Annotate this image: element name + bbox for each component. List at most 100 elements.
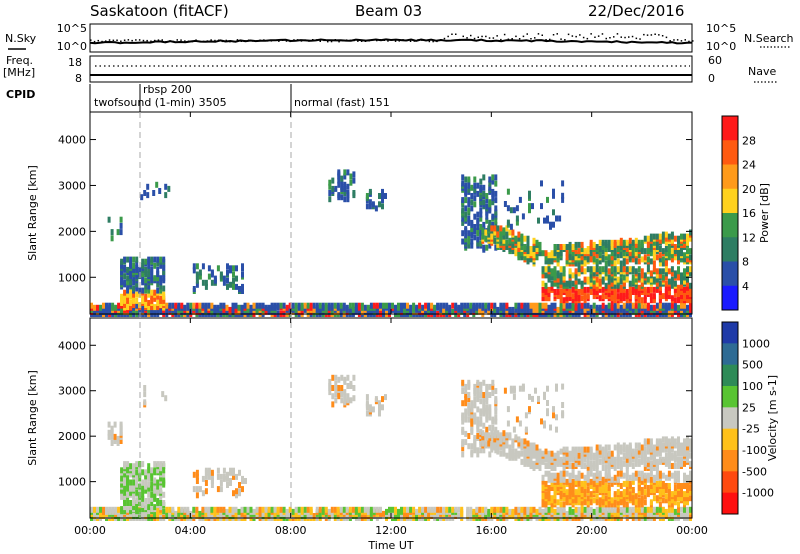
heatmap-cell [577, 278, 581, 285]
heatmap-cell [141, 287, 145, 294]
heatmap-cell [634, 470, 638, 477]
heatmap-cell [683, 460, 686, 467]
heatmap-cell [473, 383, 477, 390]
nsearch-dot [503, 33, 506, 36]
heatmap-cell [229, 281, 232, 288]
heatmap-cell [649, 460, 653, 467]
nsearch-dot [421, 39, 423, 41]
nsearch-dot [300, 40, 303, 42]
heatmap-cell [511, 241, 515, 248]
heatmap-cell [628, 237, 632, 244]
heatmap-cell [683, 476, 686, 483]
heatmap-cell [144, 477, 148, 484]
heatmap-cell [494, 221, 498, 228]
heatmap-cell [232, 277, 235, 284]
heatmap-cell [604, 274, 608, 281]
heatmap-cell [664, 497, 668, 504]
heatmap-cell [571, 302, 575, 309]
heatmap-cell [677, 235, 680, 242]
heatmap-cell [110, 440, 114, 446]
heatmap-cell [135, 297, 139, 304]
heatmap-cell [637, 244, 641, 250]
heatmap-cell [592, 293, 596, 300]
heatmap-cell [119, 438, 123, 444]
heatmap-cell [433, 513, 437, 519]
heatmap-cell [634, 506, 638, 513]
heatmap-cell [547, 476, 551, 483]
heatmap-cell [553, 248, 557, 255]
heatmap-cell [640, 495, 644, 502]
heatmap-cell [461, 238, 465, 245]
heatmap-cell [241, 271, 244, 278]
heatmap-cell [532, 460, 536, 467]
heatmap-cell [93, 304, 96, 311]
heatmap-cell [309, 506, 313, 513]
heatmap-cell [126, 256, 130, 263]
heatmap-cell [592, 289, 596, 295]
heatmap-cell [683, 438, 686, 445]
heatmap-cell [229, 265, 232, 272]
heatmap-cell [686, 293, 689, 300]
heatmap-cell [655, 286, 659, 293]
heatmap-cell [156, 304, 160, 311]
heatmap-cell [464, 211, 468, 218]
nsearch-dot [334, 39, 337, 41]
heatmap-cell [337, 177, 341, 184]
heatmap-cell [354, 302, 358, 309]
heatmap-cell [541, 474, 545, 481]
heatmap-cell [553, 302, 557, 309]
heatmap-cell [625, 289, 629, 295]
heatmap-cell [129, 293, 133, 300]
heatmap-cell [162, 256, 166, 263]
heatmap-cell [625, 489, 629, 496]
velocity-ylabel: Slant Range [km] [26, 370, 39, 466]
heatmap-cell [580, 254, 584, 261]
heatmap-cell [520, 302, 524, 309]
heatmap-cell [686, 284, 689, 291]
heatmap-cell [683, 510, 686, 517]
heatmap-cell [511, 448, 515, 455]
heatmap-cell [164, 192, 168, 199]
nsearch-dot [676, 39, 679, 41]
heatmap-cell [342, 506, 346, 513]
heatmap-cell [680, 456, 683, 463]
heatmap-cell [496, 306, 500, 313]
heatmap-cell [113, 433, 117, 440]
heatmap-cell [177, 302, 181, 309]
heatmap-cell [517, 440, 521, 447]
heatmap-cell [473, 412, 477, 419]
heatmap-cell [240, 506, 244, 513]
heatmap-cell [379, 302, 382, 309]
nsearch-dot [590, 33, 592, 35]
heatmap-cell [658, 444, 662, 451]
heatmap-cell [619, 284, 623, 291]
heatmap-cell [613, 270, 617, 277]
colorbar-tick-label: -25 [742, 423, 760, 436]
heatmap-cell [571, 254, 575, 261]
heatmap-cell [577, 487, 581, 493]
nsearch-dot [488, 37, 491, 39]
heatmap-cell [640, 256, 644, 263]
heatmap-cell [150, 467, 154, 474]
heatmap-cell [652, 233, 656, 240]
nsearch-dot [398, 40, 400, 42]
heatmap-cell [126, 465, 130, 472]
heatmap-cell [343, 185, 347, 192]
heatmap-cell [119, 216, 123, 223]
heatmap-cell [538, 241, 542, 248]
nsearch-dot [394, 40, 397, 42]
heatmap-cell [406, 302, 409, 309]
heatmap-cell [135, 302, 139, 309]
heatmap-cell [577, 452, 581, 459]
heatmap-cell [586, 246, 590, 252]
heatmap-cell [673, 476, 677, 483]
heatmap-cell [464, 439, 468, 446]
heatmap-cell [192, 263, 196, 270]
heatmap-cell [655, 470, 659, 477]
heatmap-cell [505, 231, 509, 238]
heatmap-cell [461, 219, 465, 226]
heatmap-cell [464, 232, 468, 239]
heatmap-cell [646, 456, 650, 463]
heatmap-cell [521, 383, 525, 390]
heatmap-cell [351, 506, 355, 513]
